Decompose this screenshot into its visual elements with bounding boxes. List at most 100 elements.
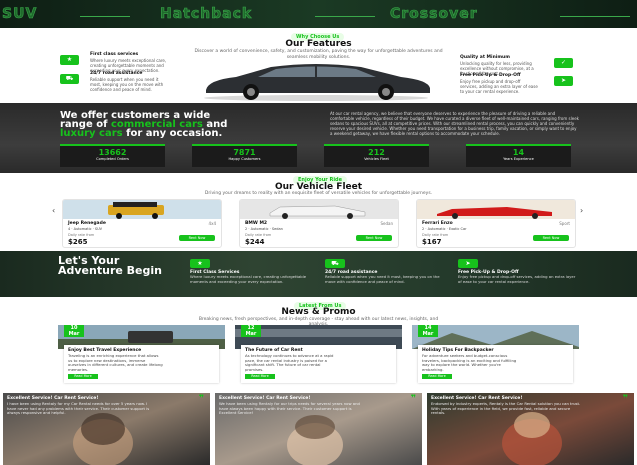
stat-number: 212	[368, 148, 385, 157]
fleet-subtitle: Driving your dreams to reality with an e…	[204, 191, 433, 196]
adventure-item-title: Free Pick-Up & Drop-Off	[458, 270, 519, 275]
headline-part: for any occasion.	[126, 128, 223, 139]
adventure-item-title: 24/7 road assistance	[325, 270, 378, 275]
read-more-button[interactable]: Read More	[245, 374, 275, 379]
news-date: 12 Mar	[241, 325, 261, 337]
stats-paragraph: At our car rental agency, we believe tha…	[330, 111, 579, 136]
news-body: Enjoy Best Travel Experience Traveling i…	[64, 345, 219, 383]
news-card[interactable]: 10 Mar Enjoy Best Travel Experience Trave…	[58, 325, 225, 383]
stat-label: Years Experience	[503, 157, 534, 161]
headline-part: and	[206, 119, 228, 130]
stat-number: 13662	[98, 148, 127, 157]
vehicle-image	[63, 200, 221, 219]
price-label: Daily rate from	[422, 233, 449, 237]
adventure-item-desc: Where luxury meets exceptional care, cre…	[190, 274, 307, 284]
feature-title: Free Pick-Up & Drop-Off	[460, 73, 521, 78]
rent-button[interactable]: Rent Now	[356, 235, 392, 241]
pin-icon: ➤	[554, 76, 573, 86]
news-card[interactable]: 12 Mar The Future of Car Rent As technolo…	[235, 325, 402, 383]
price-label: Daily rate from	[245, 233, 272, 237]
stat-label: Happy Customers	[228, 157, 261, 161]
vehicle-name: Jeep Renegade	[68, 221, 106, 226]
vehicle-card[interactable]: BMW M2 Sedan 2 · Automatic · Sedan Daily…	[239, 199, 399, 248]
vehicle-specs: 2 · Automatic · Exotic Car	[422, 227, 467, 231]
vehicle-specs: 4 · Automatic · SUV	[68, 227, 103, 231]
news-body: Holiday Tips For Backpacker For adventur…	[418, 345, 573, 383]
features-tag: Why Choose Us	[291, 33, 345, 41]
category-hatchback[interactable]: Hatchback	[160, 6, 253, 23]
testimonial-photo	[73, 413, 133, 465]
news-day: 14	[424, 325, 432, 331]
news-month: Mar	[245, 331, 257, 337]
carousel-next-icon[interactable]: ›	[580, 206, 584, 215]
headline-part: We offer customers a wide	[60, 110, 211, 121]
features-subtitle: Discover a world of convenience, safety,…	[194, 49, 443, 60]
news-card-desc: Traveling is an enriching experience tha…	[68, 353, 163, 372]
featured-car-image	[204, 64, 430, 101]
stat-label: Completed Orders	[96, 157, 129, 161]
vehicle-image	[240, 200, 398, 219]
testimonial-card: Excellent Service! Car Rent Service! We …	[215, 393, 422, 465]
carousel-prev-icon[interactable]: ‹	[52, 206, 56, 215]
headline-highlight: commercial cars	[110, 119, 203, 130]
testimonial-quote: Endorsed by industry experts, Rentaly is…	[431, 401, 581, 415]
news-day: 10	[70, 325, 78, 331]
headline-part: range of	[60, 119, 108, 130]
news-date: 10 Mar	[64, 325, 84, 337]
testimonials-section: Excellent Service! Car Rent Service! I h…	[0, 393, 637, 465]
news-month: Mar	[68, 331, 80, 337]
feature-desc: Reliable support when you need it most, …	[90, 77, 164, 92]
rent-button[interactable]: Rent Now	[533, 235, 569, 241]
stat-number: 7871	[233, 148, 256, 157]
feature-item: ★ First class services Where luxury meet…	[60, 52, 168, 73]
stat-box: 13662 Completed Orders	[60, 144, 165, 167]
testimonial-card: Excellent Service! Car Rent Service! End…	[427, 393, 634, 465]
category-band: SUV Hatchback Crossover	[0, 0, 637, 28]
stats-section: We offer customers a wide range of comme…	[0, 103, 637, 173]
testimonial-title: Excellent Service! Car Rent Service!	[7, 396, 99, 401]
news-card-desc: As technology continues to advance at a …	[245, 353, 334, 372]
features-section: Why Choose Us Our Features Discover a wo…	[0, 28, 637, 101]
adventure-section: Let's Your Adventure Begin ★ First Class…	[0, 251, 637, 297]
pin-icon: ➤	[458, 259, 478, 268]
fleet-tag: Enjoy Your Ride	[293, 176, 348, 184]
testimonial-title: Excellent Service! Car Rent Service!	[431, 396, 523, 401]
read-more-button[interactable]: Read More	[422, 374, 452, 379]
quote-icon: ❞	[622, 394, 628, 404]
stats-headline: We offer customers a wide range of comme…	[60, 110, 310, 139]
vehicle-price: $167	[422, 238, 442, 246]
stat-label: Vehicles Fleet	[364, 157, 389, 161]
divider	[315, 16, 375, 17]
adventure-item: ⛟ 24/7 road assistance Reliable support …	[325, 259, 443, 284]
feature-desc: Where luxury meets exceptional care, cre…	[90, 58, 167, 73]
divider	[560, 16, 630, 17]
vehicle-image	[417, 200, 575, 219]
vehicle-price: $244	[245, 238, 265, 246]
read-more-button[interactable]: Read More	[68, 374, 98, 379]
vehicle-name: Ferrari Enzo	[422, 221, 453, 226]
trophy-icon: ★	[190, 259, 210, 268]
vehicle-card[interactable]: Ferrari Enzo Sport 2 · Automatic · Exoti…	[416, 199, 576, 248]
rent-button[interactable]: Rent Now	[179, 235, 215, 241]
price-label: Daily rate from	[68, 233, 95, 237]
road-icon: ⛟	[60, 74, 79, 84]
adventure-item: ★ First Class Services Where luxury meet…	[190, 259, 308, 284]
tag-icon: ✓	[554, 58, 573, 68]
adventure-item: ➤ Free Pick-Up & Drop-Off Enjoy free pic…	[458, 259, 576, 284]
vehicle-card[interactable]: Jeep Renegade 4x4 4 · Automatic · SUV Da…	[62, 199, 222, 248]
news-month: Mar	[422, 331, 434, 337]
features-title: Our Features	[285, 39, 352, 49]
feature-title: First class services	[90, 52, 139, 57]
fleet-title: Our Vehicle Fleet	[274, 182, 363, 192]
testimonial-card: Excellent Service! Car Rent Service! I h…	[3, 393, 210, 465]
testimonial-quote: I have been using Rentaly for my Car Ren…	[7, 401, 150, 415]
news-date: 14 Mar	[418, 325, 438, 337]
news-card[interactable]: 14 Mar Holiday Tips For Backpacker For ad…	[412, 325, 579, 383]
category-crossover[interactable]: Crossover	[390, 6, 478, 23]
vehicle-specs: 2 · Automatic · Sedan	[245, 227, 283, 231]
news-section: Latest From Us News & Promo Breaking new…	[0, 299, 637, 393]
feature-item: Free Pick-Up & Drop-Off Enjoy free picku…	[460, 73, 573, 94]
stat-number: 14	[512, 148, 525, 157]
feature-item: Quality at Minimum Unlocking quality for…	[460, 55, 573, 76]
category-suv[interactable]: SUV	[2, 6, 38, 23]
